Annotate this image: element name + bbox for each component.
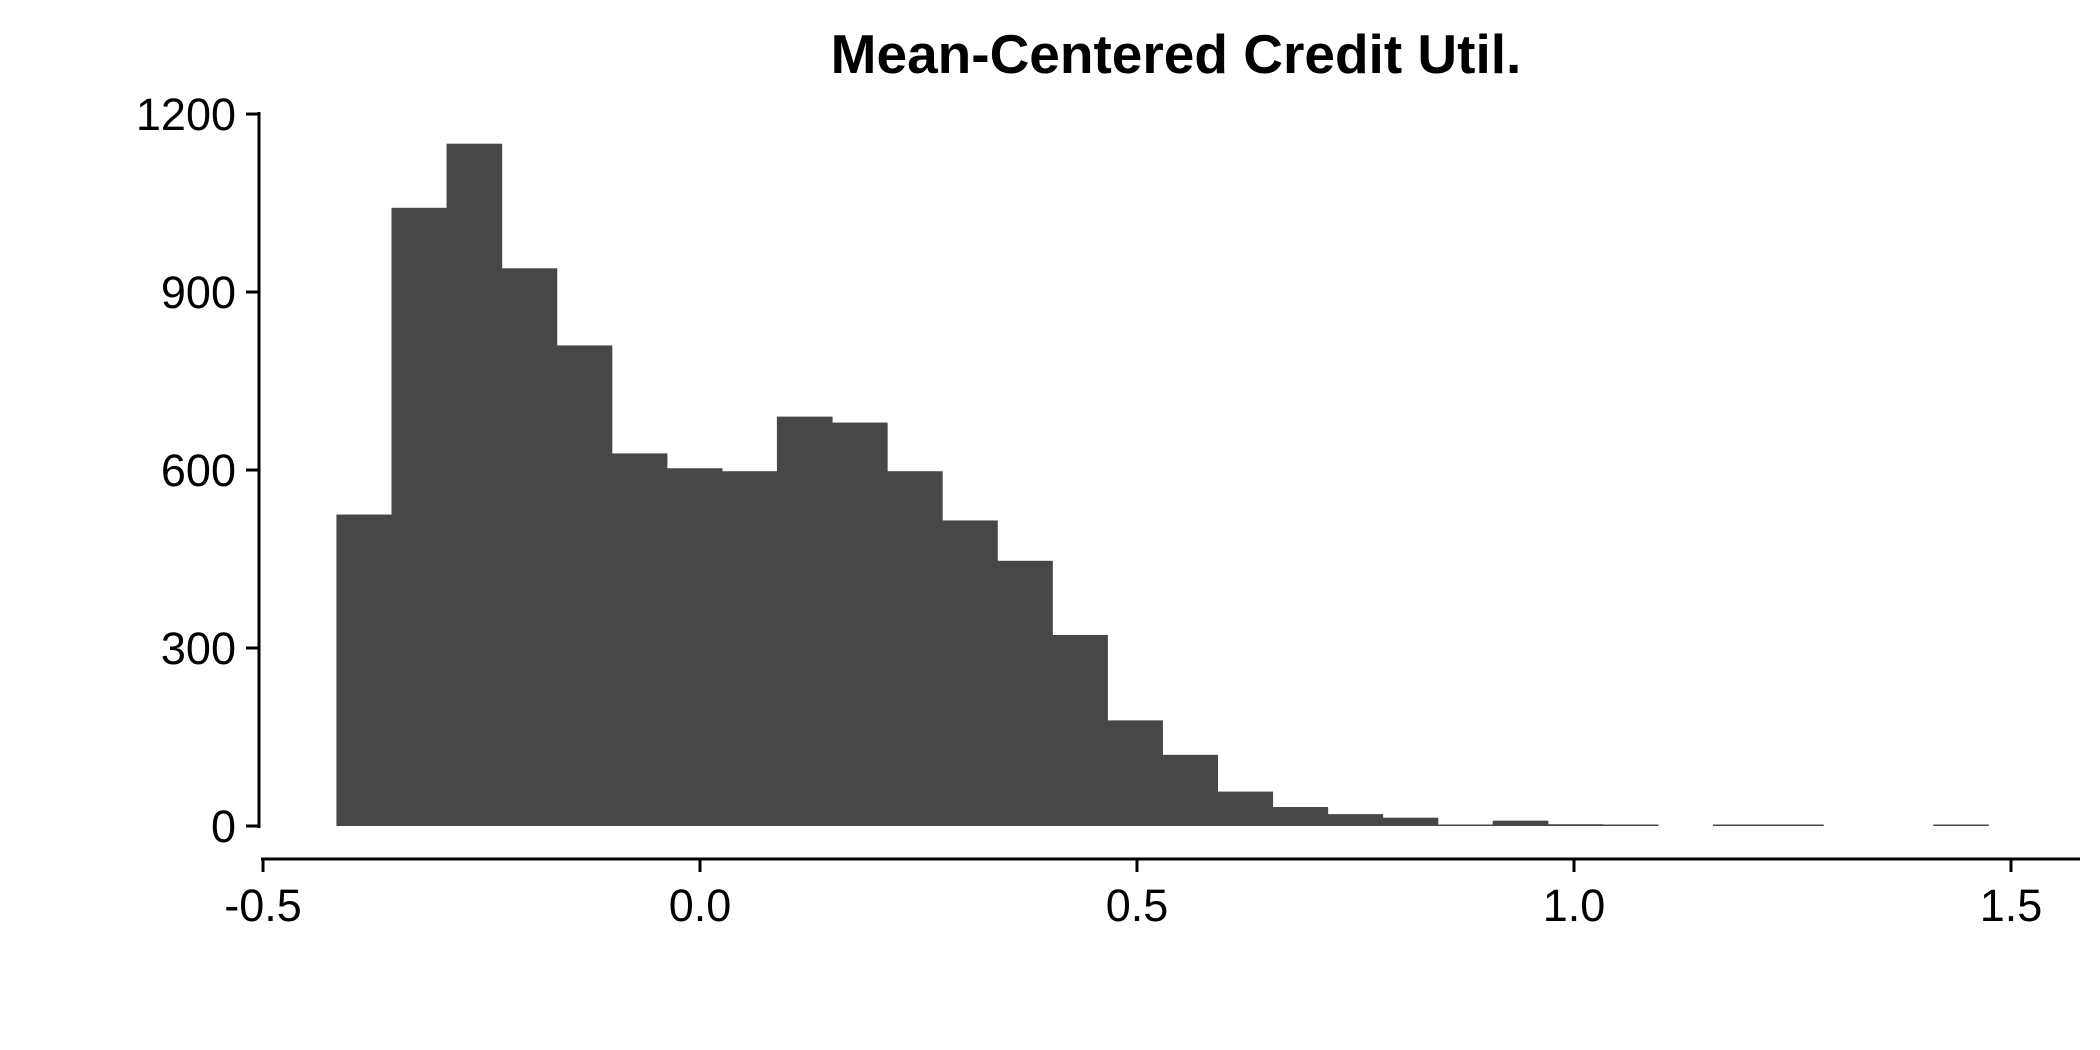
histogram-bar	[501, 268, 558, 826]
histogram-bar	[776, 416, 833, 826]
histogram-bar	[721, 471, 778, 826]
x-tick-label: 1.0	[1543, 880, 1606, 931]
histogram-bar	[1052, 634, 1108, 826]
y-tick-label: 600	[161, 445, 236, 496]
chart-title: Mean-Centered Credit Util.	[830, 23, 1522, 85]
histogram-bar	[1768, 824, 1824, 826]
histogram-bar	[556, 345, 613, 826]
histogram-bar	[1547, 824, 1604, 826]
y-tick-label: 900	[161, 267, 236, 318]
histogram-bar	[1272, 807, 1329, 826]
histogram-bar	[942, 520, 998, 826]
histogram-bar	[1107, 720, 1163, 826]
histogram-bar	[1217, 791, 1274, 826]
x-tick-label: 0.0	[669, 880, 732, 931]
x-tick-label: 0.5	[1106, 880, 1169, 931]
histogram-bar	[831, 422, 888, 826]
bars-layer	[336, 143, 1989, 826]
histogram-bar	[336, 514, 393, 826]
y-tick-label: 0	[211, 801, 236, 852]
x-tick-label: -0.5	[224, 880, 302, 931]
histogram-bar	[1382, 817, 1439, 826]
histogram-bar	[1602, 824, 1659, 826]
histogram-bar	[1712, 824, 1769, 826]
histogram-bar	[887, 471, 943, 826]
y-tick-label: 300	[161, 623, 236, 674]
histogram-bar	[1933, 824, 1989, 826]
histogram-bar	[446, 143, 503, 826]
histogram-bar	[666, 468, 723, 826]
histogram-bar	[1162, 754, 1219, 826]
histogram-bar	[997, 560, 1053, 826]
histogram-bar	[391, 207, 448, 826]
histogram-bar	[1492, 820, 1549, 826]
histogram-bar	[611, 453, 668, 826]
y-tick-label: 1200	[136, 89, 236, 140]
x-tick-label: 1.5	[1980, 880, 2043, 931]
histogram-bar	[1437, 824, 1494, 826]
axes-layer: 0 300 600 900 1200 -0.5 0.0 0.5 1.0 1.5	[136, 89, 2080, 931]
histogram-bar	[1327, 814, 1384, 826]
